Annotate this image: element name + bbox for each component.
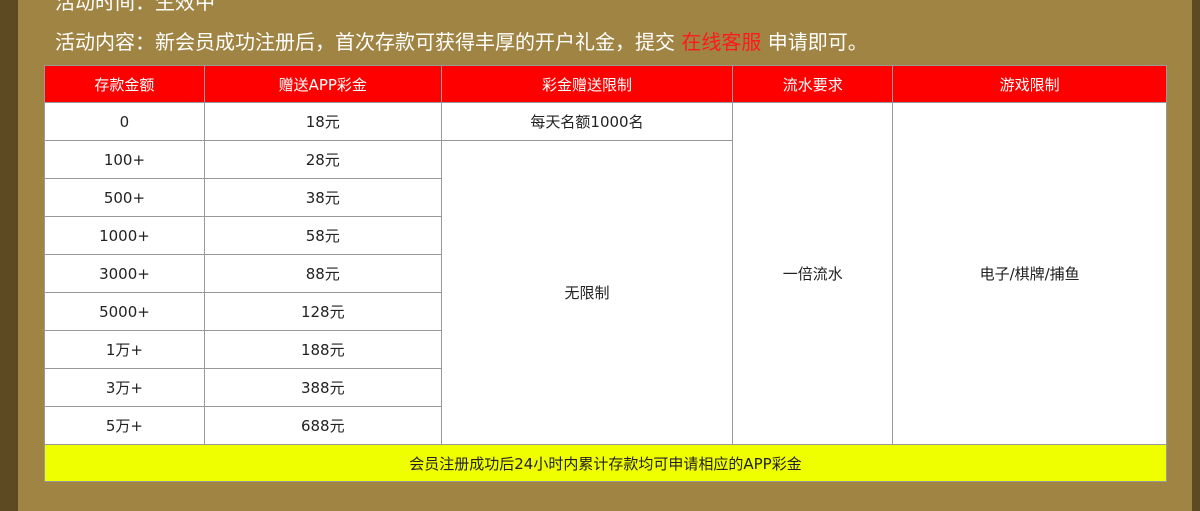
deposit-cell: 1000+ — [44, 216, 205, 255]
header-bonus: 赠送APP彩金 — [203, 65, 442, 103]
limit-cell: 无限制 — [440, 140, 734, 445]
bonus-cell: 58元 — [203, 216, 442, 255]
games-cell: 电子/棋牌/捕鱼 — [892, 102, 1167, 445]
table-header: 存款金额 赠送APP彩金 彩金赠送限制 流水要求 游戏限制 — [44, 65, 1167, 103]
online-service-link[interactable]: 在线客服 — [681, 30, 762, 54]
header-deposit: 存款金额 — [44, 65, 205, 103]
deposit-cell: 0 — [44, 102, 205, 141]
header-turnover: 流水要求 — [732, 65, 894, 103]
bonus-cell: 188元 — [203, 330, 442, 369]
bonus-cell: 88元 — [203, 254, 442, 293]
footer-note: 会员注册成功后24小时内累计存款均可申请相应的APP彩金 — [44, 444, 1167, 482]
deposit-cell: 100+ — [44, 140, 205, 179]
deposit-cell: 1万+ — [44, 330, 205, 369]
table-row: 1万+ 188元 — [44, 330, 1167, 369]
table-row: 0 18元 每天名额1000名 一倍流水 电子/棋牌/捕鱼 — [44, 102, 1167, 445]
table-row: 100+ 28元 无限制 — [44, 140, 1167, 445]
bonus-cell: 128元 — [203, 292, 442, 331]
turnover-cell: 一倍流水 — [732, 102, 894, 445]
table-row: 5000+ 128元 — [44, 292, 1167, 331]
header-limit: 彩金赠送限制 — [440, 65, 734, 103]
deposit-cell: 5000+ — [44, 292, 205, 331]
deposit-cell: 3000+ — [44, 254, 205, 293]
table-row: 500+ 38元 — [44, 178, 1167, 217]
deposit-cell: 3万+ — [44, 368, 205, 407]
header-games: 游戏限制 — [892, 65, 1167, 103]
content-text: 活动内容：新会员成功注册后，首次存款可获得丰厚的开户礼金，提交 — [55, 30, 675, 54]
activity-content: 活动内容：新会员成功注册后，首次存款可获得丰厚的开户礼金，提交 在线客服 申请即… — [55, 26, 868, 55]
bonus-cell: 18元 — [203, 102, 442, 141]
bonus-cell: 688元 — [203, 406, 442, 445]
bonus-cell: 388元 — [203, 368, 442, 407]
deposit-cell: 500+ — [44, 178, 205, 217]
table-row: 3000+ 88元 — [44, 254, 1167, 293]
activity-time: 活动时间：生效中 — [55, 0, 215, 14]
footer-row: 会员注册成功后24小时内累计存款均可申请相应的APP彩金 — [44, 444, 1167, 482]
bonus-cell: 38元 — [203, 178, 442, 217]
bonus-cell: 28元 — [203, 140, 442, 179]
limit-cell: 每天名额1000名 — [440, 102, 734, 141]
left-border — [0, 0, 18, 511]
bonus-table: 存款金额 赠送APP彩金 彩金赠送限制 流水要求 游戏限制 0 18元 每天名额10… — [44, 65, 1167, 482]
content-suffix: 申请即可。 — [767, 30, 868, 54]
right-border — [1192, 0, 1200, 511]
deposit-cell: 5万+ — [44, 406, 205, 445]
table-row: 1000+ 58元 — [44, 216, 1167, 255]
table-row: 3万+ 388元 — [44, 368, 1167, 407]
